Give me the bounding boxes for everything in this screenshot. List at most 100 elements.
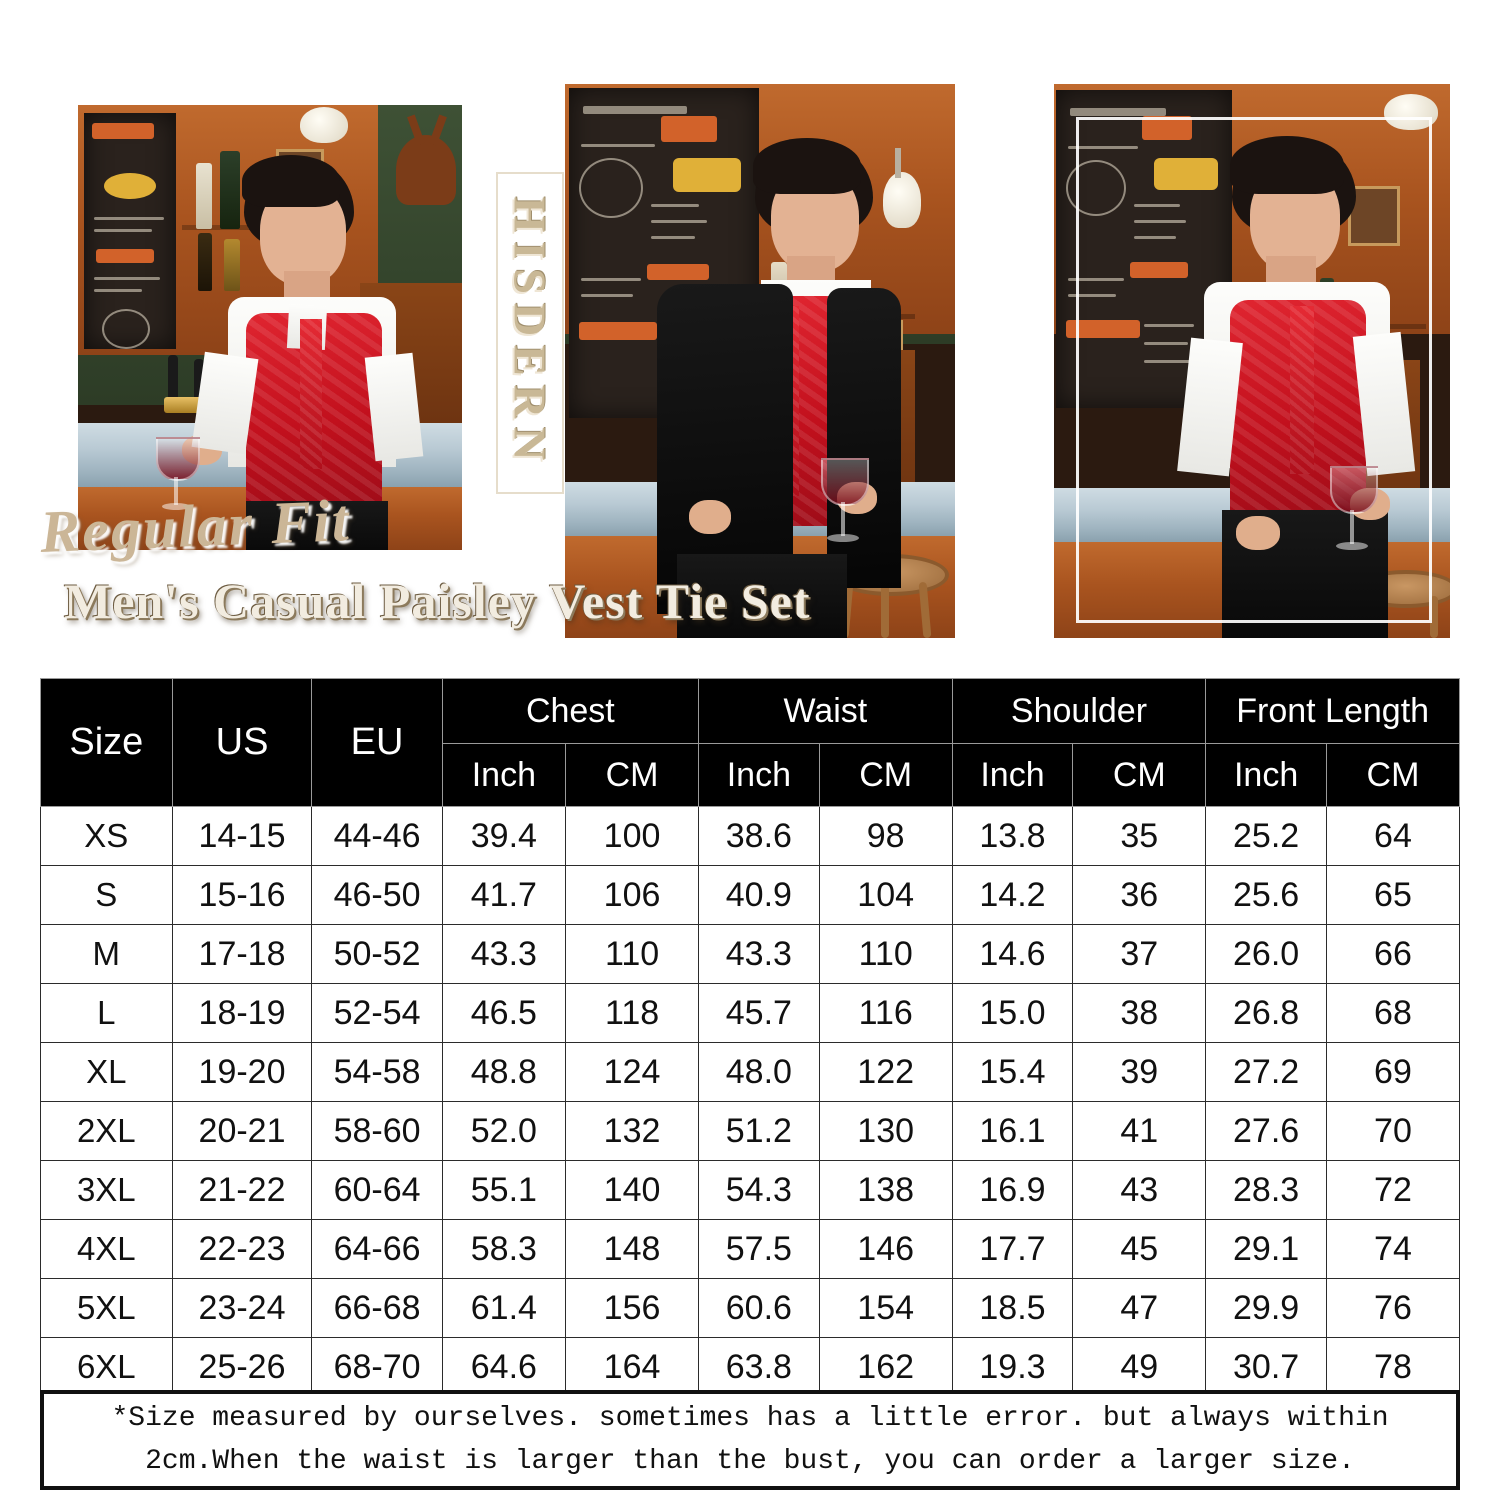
cell-size: 4XL: [40, 1219, 173, 1279]
table-cell: 64: [1325, 806, 1461, 866]
table-cell: 78: [1325, 1337, 1461, 1397]
table-cell: 48.0: [698, 1042, 820, 1102]
header-front-length-inch: Inch: [1205, 743, 1327, 807]
header-shoulder: Shoulder: [951, 678, 1207, 744]
table-cell: 48.8: [441, 1042, 567, 1102]
table-cell: 63.8: [698, 1337, 820, 1397]
table-cell: 25.6: [1205, 865, 1327, 925]
brand-name: HISDERN: [504, 196, 556, 470]
table-cell: 64.6: [441, 1337, 567, 1397]
table-cell: 57.5: [698, 1219, 820, 1279]
table-cell: 25-26: [171, 1337, 313, 1397]
table-cell: 72: [1325, 1160, 1461, 1220]
header-chest-cm: CM: [565, 743, 700, 807]
table-cell: 43: [1072, 1160, 1207, 1220]
table-cell: 110: [565, 924, 700, 984]
table-cell: 40.9: [698, 865, 820, 925]
table-cell: 35: [1072, 806, 1207, 866]
table-cell: 41.7: [441, 865, 567, 925]
header-waist-inch: Inch: [698, 743, 820, 807]
table-cell: 54-58: [311, 1042, 443, 1102]
header-chest: Chest: [441, 678, 700, 744]
product-photo-banner: HISDERN: [0, 0, 1500, 660]
table-head: Size US EU Chest Waist Shoulder Front Le…: [40, 678, 1461, 807]
table-cell: 132: [565, 1101, 700, 1161]
table-row: XL 19-20 54-58 48.8 124 48.0 122 15.4 39 27.2 69: [40, 1042, 1461, 1102]
table-cell: 98: [818, 806, 953, 866]
table-cell: 23-24: [171, 1278, 313, 1338]
table-cell: 38: [1072, 983, 1207, 1043]
table-cell: 118: [565, 983, 700, 1043]
table-cell: 38.6: [698, 806, 820, 866]
cell-size: 2XL: [40, 1101, 173, 1161]
table-cell: 22-23: [171, 1219, 313, 1279]
cell-size: M: [40, 924, 173, 984]
table-cell: 18-19: [171, 983, 313, 1043]
table-row: S 15-16 46-50 41.7 106 40.9 104 14.2 36 25.6 65: [40, 865, 1461, 925]
table-row: XS 14-15 44-46 39.4 100 38.6 98 13.8 35 25.2 64: [40, 806, 1461, 866]
header-front-length: Front Length: [1205, 678, 1460, 744]
table-cell: 68: [1325, 983, 1461, 1043]
table-cell: 20-21: [171, 1101, 313, 1161]
header-chest-inch: Inch: [441, 743, 567, 807]
table-cell: 39: [1072, 1042, 1207, 1102]
cell-size: 5XL: [40, 1278, 173, 1338]
header-us: US: [171, 678, 313, 807]
photo-model-three-quarter-vest: [1054, 84, 1450, 638]
table-cell: 140: [565, 1160, 700, 1220]
table-cell: 51.2: [698, 1101, 820, 1161]
table-cell: 15.4: [951, 1042, 1074, 1102]
table-cell: 124: [565, 1042, 700, 1102]
table-cell: 104: [818, 865, 953, 925]
table-cell: 44-46: [311, 806, 443, 866]
table-cell: 37: [1072, 924, 1207, 984]
table-cell: 50-52: [311, 924, 443, 984]
table-cell: 26.8: [1205, 983, 1327, 1043]
photo-model-front-vest-tie: [78, 105, 462, 550]
table-cell: 70: [1325, 1101, 1461, 1161]
table-cell: 76: [1325, 1278, 1461, 1338]
cell-size: XL: [40, 1042, 173, 1102]
table-cell: 18.5: [951, 1278, 1074, 1338]
table-cell: 65: [1325, 865, 1461, 925]
brand-plate: HISDERN: [496, 172, 564, 494]
size-chart-table: Size US EU Chest Waist Shoulder Front Le…: [40, 678, 1461, 1397]
table-cell: 164: [565, 1337, 700, 1397]
table-row: M 17-18 50-52 43.3 110 43.3 110 14.6 37 26.0 66: [40, 924, 1461, 984]
table-cell: 45.7: [698, 983, 820, 1043]
table-cell: 74: [1325, 1219, 1461, 1279]
table-cell: 30.7: [1205, 1337, 1327, 1397]
table-cell: 43.3: [698, 924, 820, 984]
table-cell: 13.8: [951, 806, 1074, 866]
table-cell: 58-60: [311, 1101, 443, 1161]
header-shoulder-cm: CM: [1072, 743, 1207, 807]
table-cell: 14-15: [171, 806, 313, 866]
table-cell: 46.5: [441, 983, 567, 1043]
table-cell: 45: [1072, 1219, 1207, 1279]
table-cell: 60-64: [311, 1160, 443, 1220]
size-note-box: *Size measured by ourselves. sometimes h…: [40, 1390, 1460, 1490]
table-cell: 43.3: [441, 924, 567, 984]
table-cell: 16.9: [951, 1160, 1074, 1220]
table-cell: 27.2: [1205, 1042, 1327, 1102]
table-cell: 27.6: [1205, 1101, 1327, 1161]
header-shoulder-inch: Inch: [951, 743, 1074, 807]
table-cell: 138: [818, 1160, 953, 1220]
product-title: Men's Casual Paisley Vest Tie Set: [64, 573, 811, 629]
table-cell: 17-18: [171, 924, 313, 984]
cell-size: 3XL: [40, 1160, 173, 1220]
cell-size: L: [40, 983, 173, 1043]
table-cell: 47: [1072, 1278, 1207, 1338]
table-cell: 14.6: [951, 924, 1074, 984]
table-row: 4XL 22-23 64-66 58.3 148 57.5 146 17.7 45 29.1 74: [40, 1219, 1461, 1279]
table-row: 6XL 25-26 68-70 64.6 164 63.8 162 19.3 49 30.7 78: [40, 1337, 1461, 1397]
table-row: 3XL 21-22 60-64 55.1 140 54.3 138 16.9 43 28.3 72: [40, 1160, 1461, 1220]
header-waist-cm: CM: [818, 743, 953, 807]
cell-size: S: [40, 865, 173, 925]
table-cell: 52-54: [311, 983, 443, 1043]
table-cell: 46-50: [311, 865, 443, 925]
table-cell: 61.4: [441, 1278, 567, 1338]
table-cell: 66-68: [311, 1278, 443, 1338]
header-eu: EU: [311, 678, 443, 807]
table-cell: 100: [565, 806, 700, 866]
